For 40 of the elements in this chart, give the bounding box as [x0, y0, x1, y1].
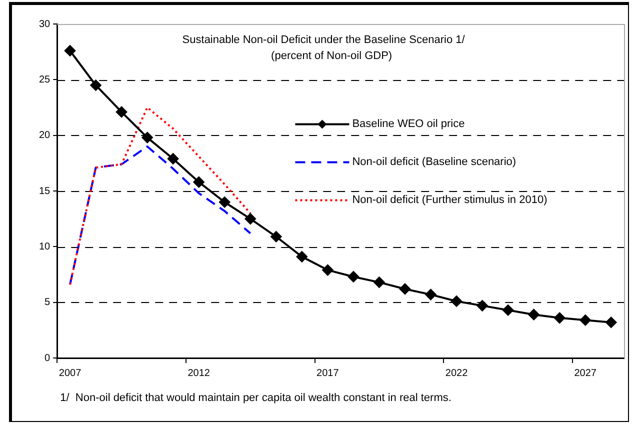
y-tick-label: 30: [39, 18, 51, 30]
x-tick-label: 2027: [574, 368, 597, 379]
text: (percent of Non-oil GDP): [271, 50, 392, 62]
point: [168, 153, 179, 164]
point: [554, 312, 566, 324]
point: [451, 296, 462, 307]
point: [116, 106, 128, 118]
point: [90, 80, 102, 91]
point: [348, 271, 359, 282]
point: [142, 132, 153, 144]
point: [606, 316, 617, 328]
y-tick-label: 5: [44, 297, 51, 308]
point: [322, 264, 334, 276]
y-tick-label: 10: [39, 241, 51, 252]
legend-label: Non-oil deficit (Further stimulus in 2010): [352, 194, 548, 206]
point: [502, 304, 514, 316]
point: [476, 300, 488, 312]
point: [244, 213, 256, 224]
text: Sustainable Non-oil Deficit under the Baseline Scenario 1/: [182, 34, 466, 46]
point: [425, 289, 436, 300]
point: [64, 45, 76, 56]
point: [219, 196, 230, 208]
y-tick-label: 25: [39, 74, 51, 86]
x-tick-label: 2007: [58, 368, 82, 379]
point: [580, 314, 591, 326]
point: [374, 276, 385, 288]
y-tick-label: 15: [39, 186, 51, 197]
point: [528, 309, 540, 320]
legend-label: Baseline WEO oil price: [352, 118, 465, 130]
x-tick-label: 2022: [445, 368, 468, 379]
point: [296, 251, 308, 262]
y-tick-label: 0: [44, 352, 51, 364]
point: [399, 283, 410, 294]
legend-label: Non-oil deficit (Baseline scenario): [352, 156, 516, 168]
x-tick-label: 2012: [188, 368, 210, 379]
text: 1/ Non-oil deficit that would maintain per capita oil wealth constant in real terms.: [60, 392, 452, 404]
x-tick-label: 2017: [316, 368, 340, 379]
point: [270, 231, 282, 242]
point: [193, 176, 204, 188]
y-tick-label: 20: [39, 130, 51, 142]
